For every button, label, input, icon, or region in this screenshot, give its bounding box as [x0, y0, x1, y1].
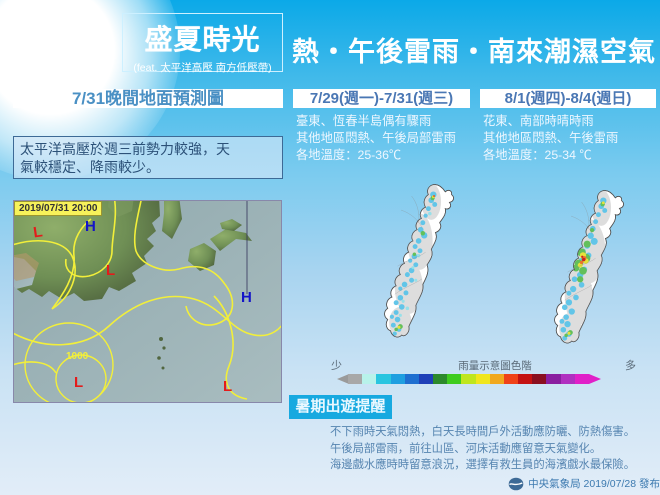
svg-text:1000: 1000 — [66, 351, 89, 362]
svg-text:H: H — [241, 289, 252, 306]
svg-text:L: L — [223, 378, 232, 395]
svg-text:H: H — [85, 218, 96, 235]
svg-text:L: L — [106, 262, 115, 279]
svg-text:L: L — [74, 374, 83, 391]
